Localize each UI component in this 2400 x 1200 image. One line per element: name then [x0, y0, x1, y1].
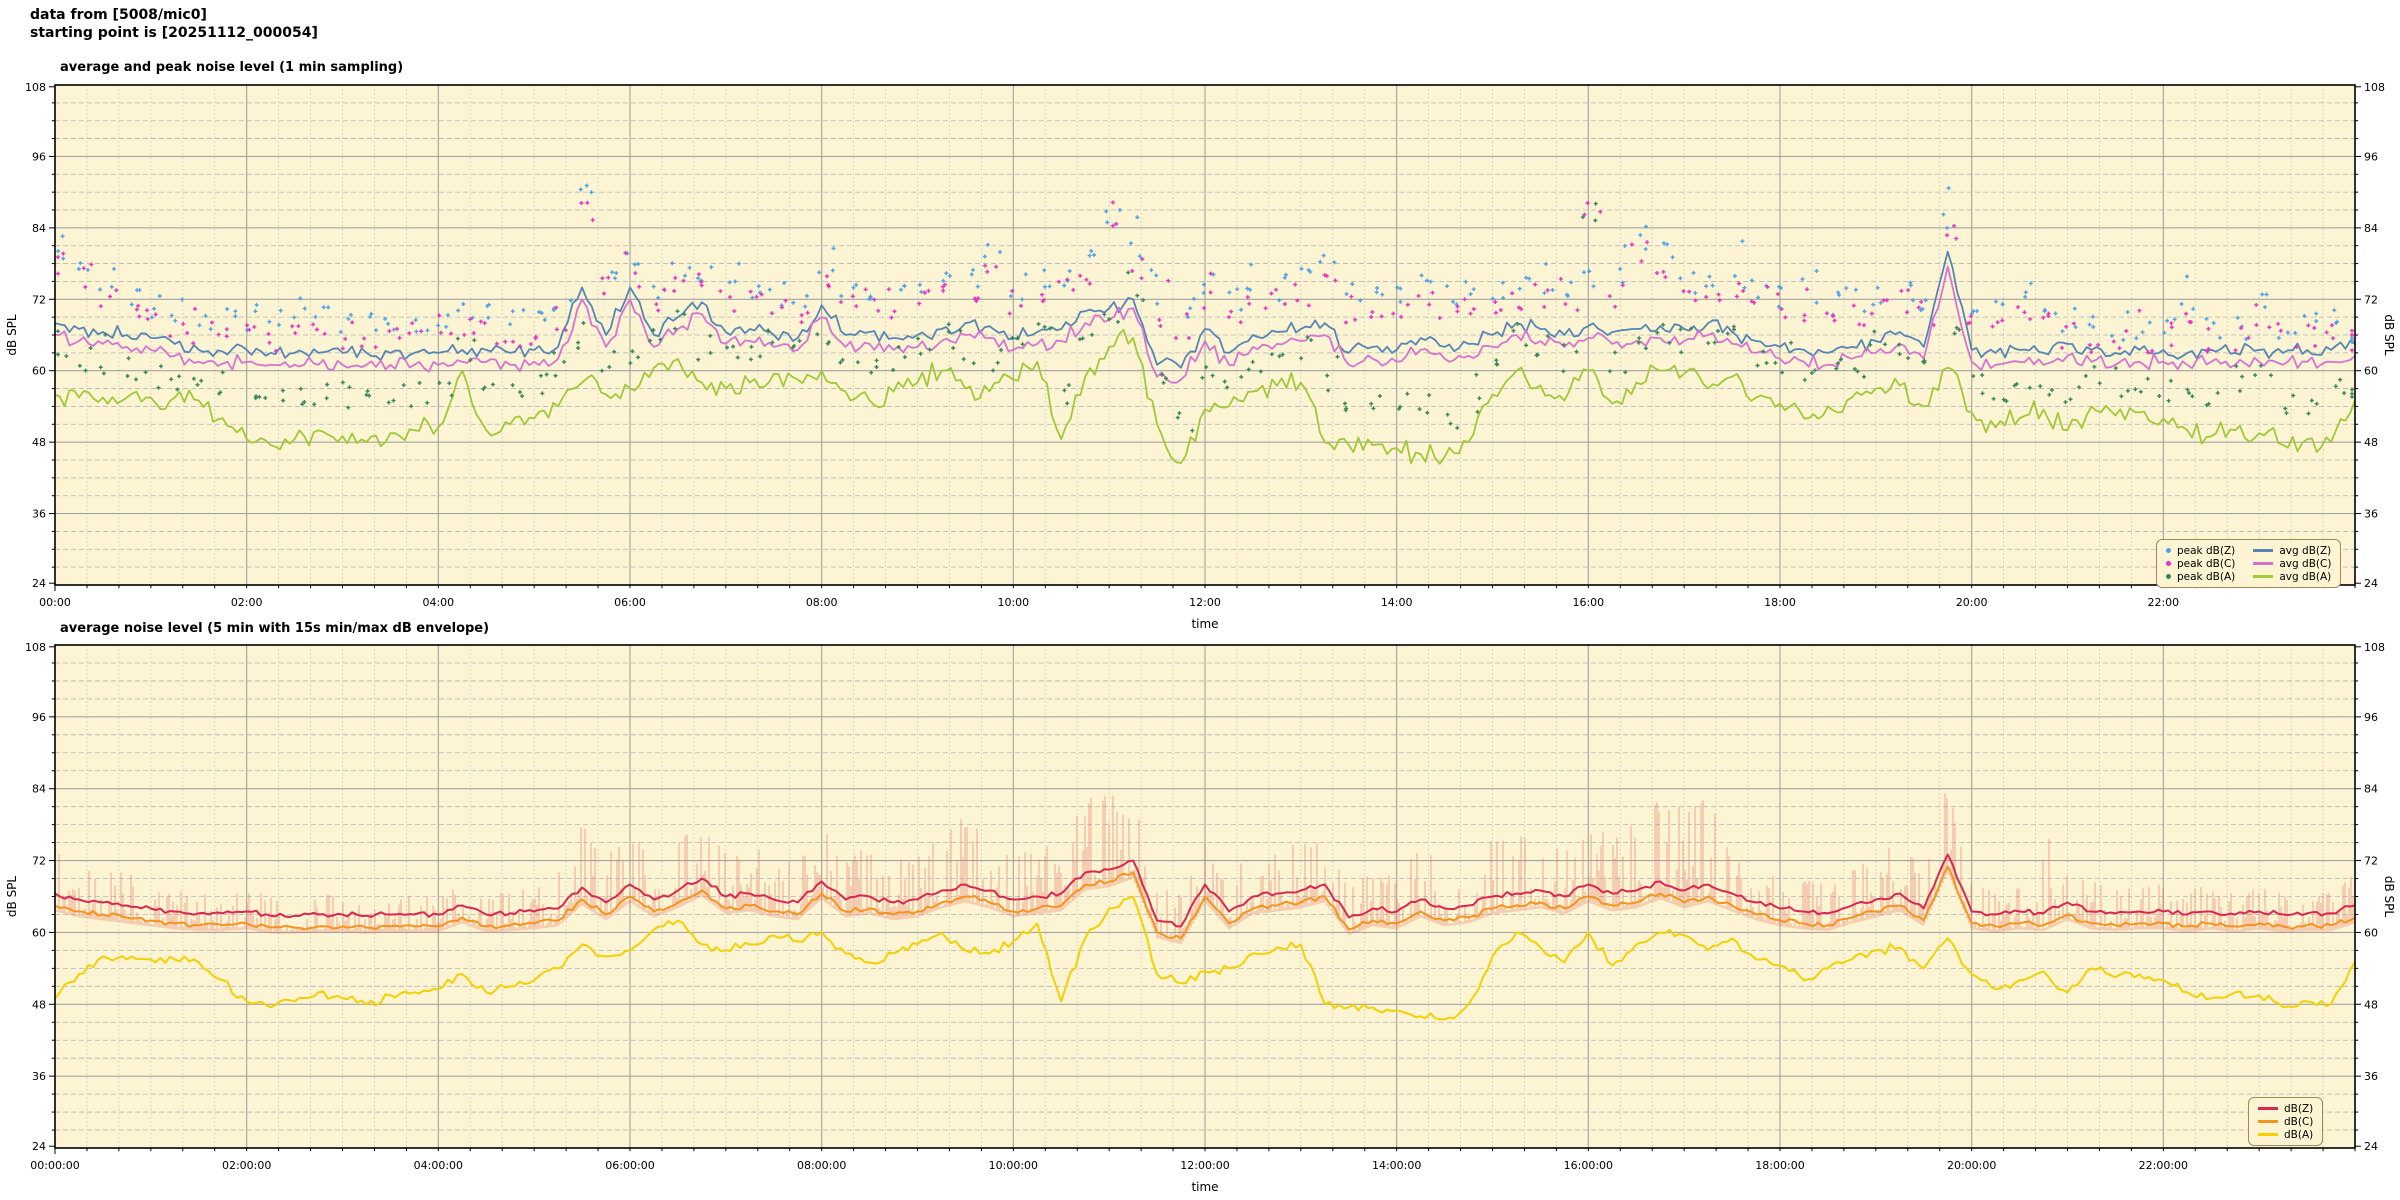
chart2-title: average noise level (5 min with 15s min/… [60, 621, 490, 636]
svg-text:24: 24 [2364, 577, 2378, 590]
svg-text:72: 72 [2364, 293, 2378, 306]
svg-text:10:00:00: 10:00:00 [989, 1159, 1038, 1172]
legend-label: dB(Z) [2284, 1102, 2314, 1115]
svg-text:dB SPL: dB SPL [2382, 314, 2396, 356]
svg-text:72: 72 [2364, 855, 2378, 868]
svg-text:48: 48 [2364, 998, 2378, 1011]
svg-text:04:00: 04:00 [422, 596, 454, 609]
header-data-source: data from [5008/mic0] [30, 7, 207, 23]
legend-label: peak dB(Z) [2177, 544, 2236, 557]
legend-line-marker [2258, 1120, 2278, 1123]
svg-text:16:00: 16:00 [1572, 596, 1604, 609]
svg-text:18:00: 18:00 [1764, 596, 1796, 609]
header: data from [5008/mic0] starting point is … [30, 6, 318, 42]
svg-text:108: 108 [25, 641, 46, 654]
legend-entry: avg dB(Z) [2253, 545, 2331, 557]
svg-text:24: 24 [32, 577, 46, 590]
svg-text:36: 36 [2364, 508, 2378, 521]
svg-text:72: 72 [32, 855, 46, 868]
svg-text:12:00: 12:00 [1189, 596, 1221, 609]
svg-text:02:00:00: 02:00:00 [222, 1159, 271, 1172]
svg-text:48: 48 [2364, 436, 2378, 449]
legend-entry: peak dB(Z) [2166, 545, 2235, 557]
legend-label: dB(C) [2284, 1115, 2314, 1128]
legend-line-marker [2258, 1107, 2278, 1110]
svg-text:22:00:00: 22:00:00 [2139, 1159, 2188, 1172]
svg-text:96: 96 [32, 711, 46, 724]
svg-text:dB SPL: dB SPL [5, 314, 19, 356]
svg-text:12:00:00: 12:00:00 [1180, 1159, 1229, 1172]
svg-text:06:00: 06:00 [614, 596, 646, 609]
legend-entry: dB(C) [2258, 1116, 2313, 1128]
svg-text:22:00: 22:00 [2147, 596, 2179, 609]
legend-line-marker [2253, 562, 2274, 565]
svg-text:84: 84 [32, 222, 46, 235]
legend-entry: peak dB(C) [2166, 558, 2235, 570]
svg-text:108: 108 [2364, 81, 2385, 94]
legend-entry: avg dB(A) [2253, 571, 2331, 583]
legend-dot-marker [2166, 561, 2171, 566]
svg-text:96: 96 [2364, 711, 2378, 724]
legend-label: peak dB(A) [2177, 570, 2236, 583]
svg-text:00:00: 00:00 [39, 596, 71, 609]
svg-text:60: 60 [32, 926, 46, 939]
svg-text:06:00:00: 06:00:00 [605, 1159, 654, 1172]
chart1-plot-area: 24 24 36 36 48 48 60 60 72 72 84 84 96 96 108 108 00:00 0… [5, 81, 2396, 631]
svg-text:04:00:00: 04:00:00 [414, 1159, 463, 1172]
svg-text:time: time [1191, 1180, 1218, 1194]
legend-line-marker [2253, 575, 2274, 578]
svg-text:24: 24 [2364, 1140, 2378, 1153]
legend-label: avg dB(A) [2279, 570, 2332, 583]
svg-text:02:00: 02:00 [231, 596, 263, 609]
legend-label: avg dB(Z) [2279, 544, 2332, 557]
svg-text:10:00: 10:00 [997, 596, 1029, 609]
legend-entry: peak dB(A) [2166, 571, 2235, 583]
legend-label: dB(A) [2284, 1128, 2314, 1141]
legend-dot-marker [2166, 548, 2171, 553]
svg-text:16:00:00: 16:00:00 [1564, 1159, 1613, 1172]
svg-text:24: 24 [32, 1140, 46, 1153]
chart2-plot-area: 24 24 36 36 48 48 60 60 72 72 84 84 96 96 108 108 00:00:… [5, 641, 2396, 1194]
legend-entry: dB(A) [2258, 1129, 2313, 1141]
chart1-title: average and peak noise level (1 min samp… [60, 60, 404, 75]
legend-label: peak dB(C) [2177, 557, 2236, 570]
svg-text:00:00:00: 00:00:00 [30, 1159, 79, 1172]
svg-text:18:00:00: 18:00:00 [1755, 1159, 1804, 1172]
svg-text:108: 108 [25, 81, 46, 94]
svg-text:dB SPL: dB SPL [5, 876, 19, 918]
svg-text:72: 72 [32, 293, 46, 306]
svg-text:20:00: 20:00 [1956, 596, 1988, 609]
svg-text:36: 36 [2364, 1070, 2378, 1083]
svg-text:108: 108 [2364, 641, 2385, 654]
svg-text:time: time [1191, 617, 1218, 631]
svg-text:60: 60 [2364, 926, 2378, 939]
svg-text:08:00:00: 08:00:00 [797, 1159, 846, 1172]
svg-text:96: 96 [32, 150, 46, 163]
svg-text:48: 48 [32, 436, 46, 449]
svg-text:36: 36 [32, 1070, 46, 1083]
legend-label: avg dB(C) [2279, 557, 2332, 570]
svg-text:14:00: 14:00 [1381, 596, 1413, 609]
svg-text:96: 96 [2364, 150, 2378, 163]
svg-text:36: 36 [32, 508, 46, 521]
svg-text:60: 60 [2364, 365, 2378, 378]
legend-line-marker [2258, 1133, 2278, 1136]
svg-text:20:00:00: 20:00:00 [1947, 1159, 1996, 1172]
legend-entry: avg dB(C) [2253, 558, 2331, 570]
legend-dot-marker [2166, 574, 2171, 579]
svg-text:84: 84 [2364, 222, 2378, 235]
chart2-legend: dB(Z) dB(C) dB(A) [2248, 1097, 2324, 1146]
svg-text:08:00: 08:00 [806, 596, 838, 609]
svg-text:84: 84 [2364, 783, 2378, 796]
svg-text:60: 60 [32, 365, 46, 378]
chart1-legend: peak dB(Z) peak dB(C) peak dB(A) avg dB(Z) a… [2156, 539, 2342, 588]
svg-text:dB SPL: dB SPL [2382, 876, 2396, 918]
svg-text:48: 48 [32, 998, 46, 1011]
legend-entry: dB(Z) [2258, 1103, 2313, 1115]
svg-text:14:00:00: 14:00:00 [1372, 1159, 1421, 1172]
header-starting-point: starting point is [20251112_000054] [30, 25, 318, 41]
svg-text:84: 84 [32, 783, 46, 796]
legend-line-marker [2253, 549, 2274, 552]
